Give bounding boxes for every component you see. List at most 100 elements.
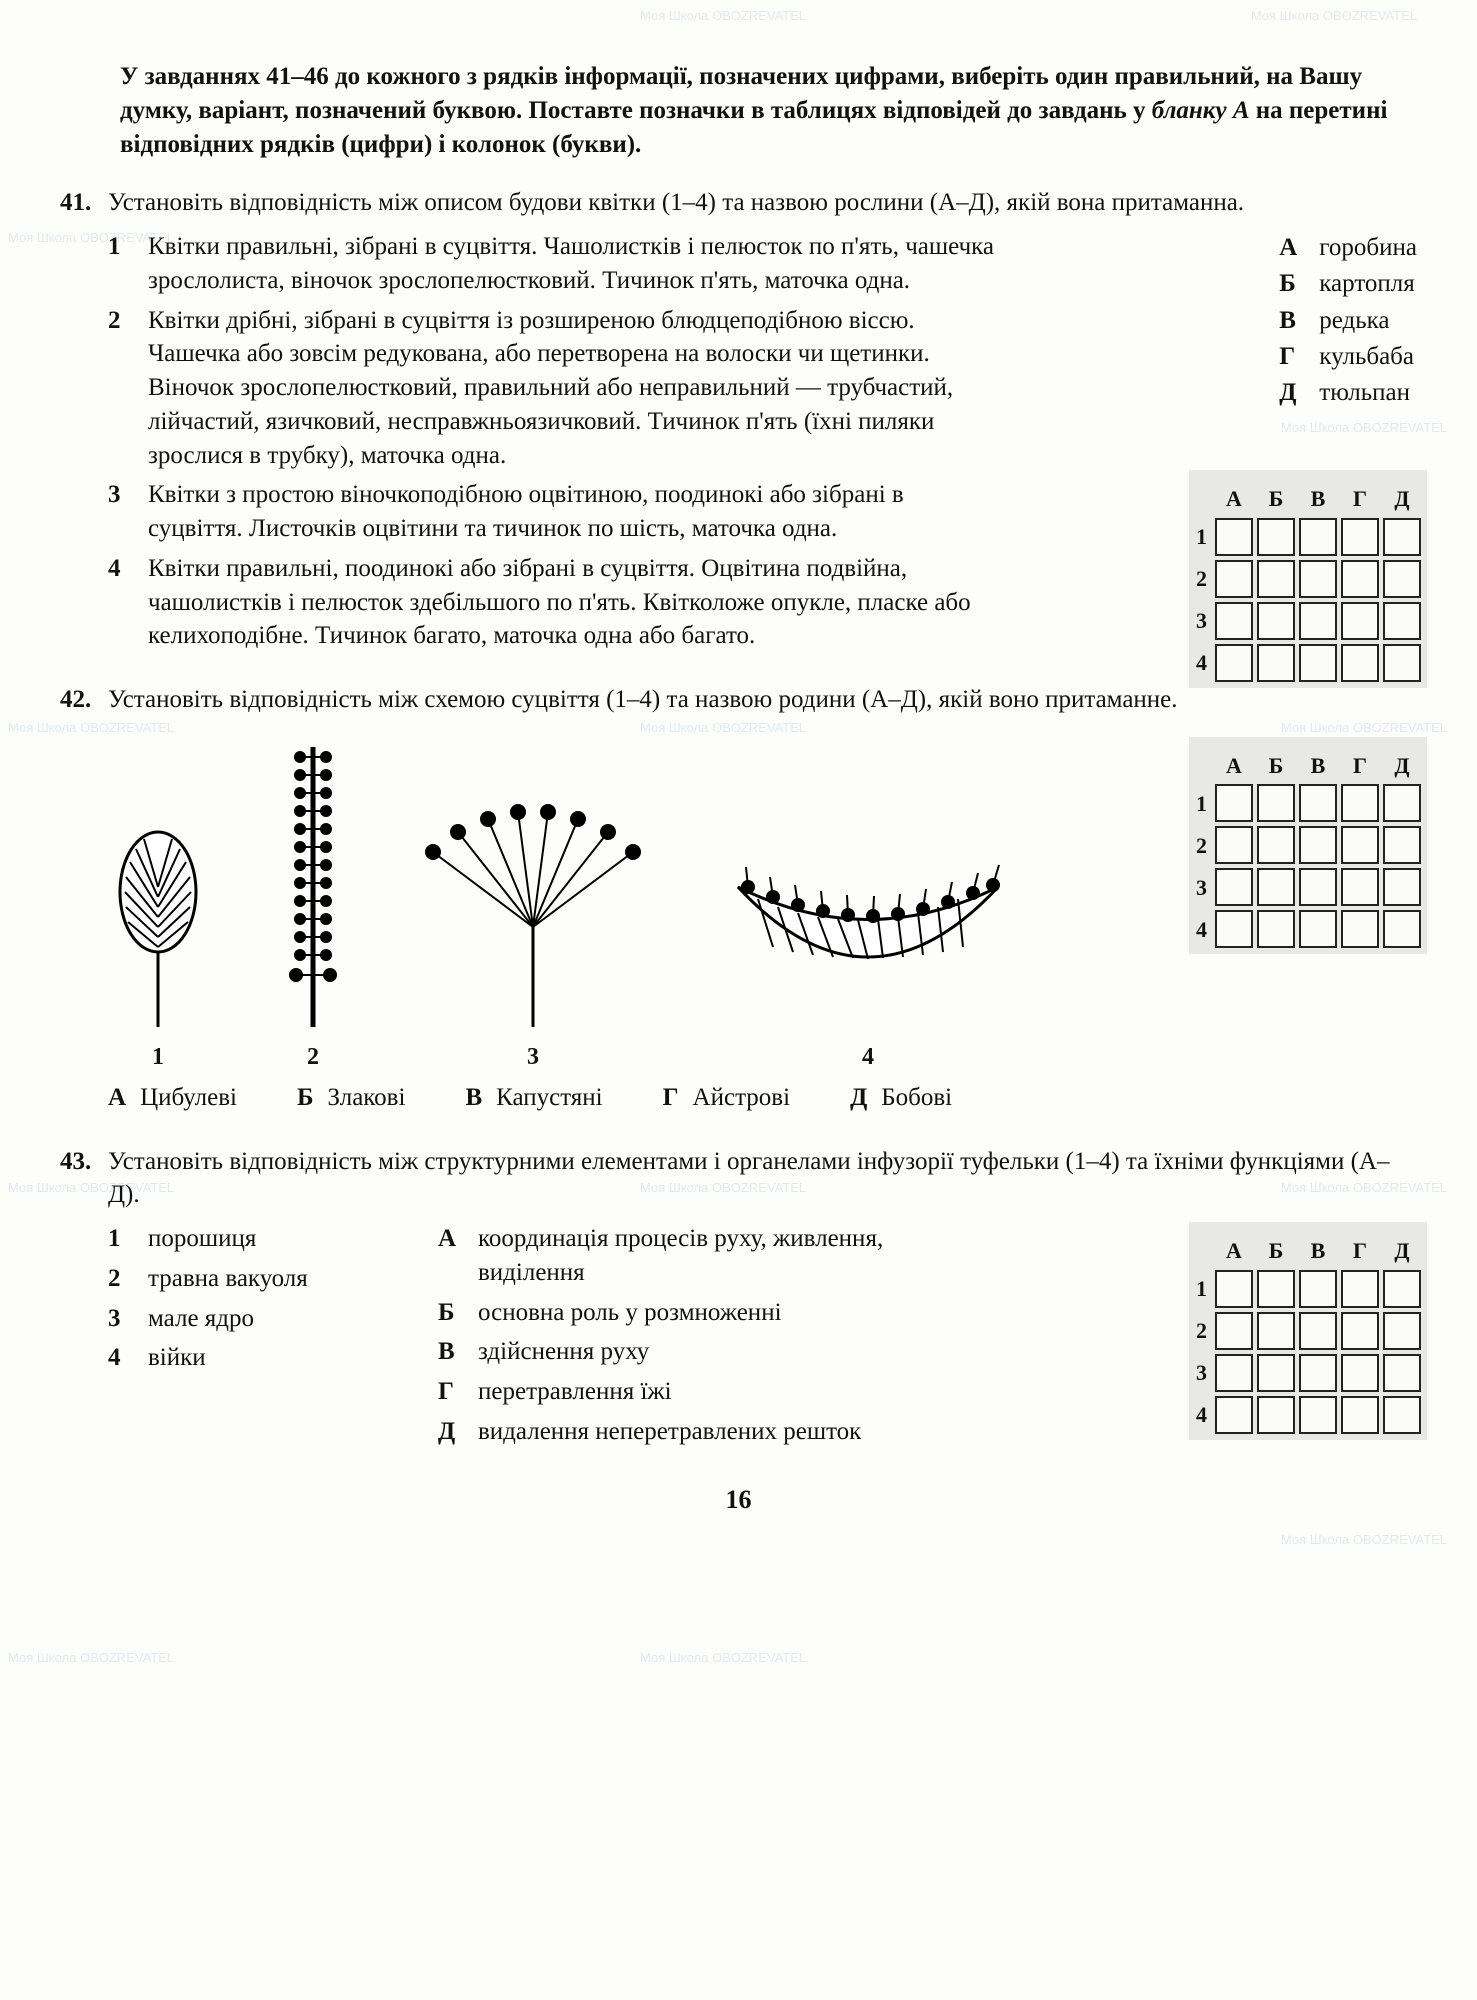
answer-box[interactable] xyxy=(1257,1270,1295,1308)
figure-2: 2 xyxy=(278,727,348,1073)
option: Гкульбаба xyxy=(1279,339,1417,375)
answer-box[interactable] xyxy=(1215,1312,1253,1350)
option: АЦибулеві xyxy=(108,1081,237,1115)
answer-box[interactable] xyxy=(1341,826,1379,864)
item-number: 2 xyxy=(108,1262,121,1296)
answer-box[interactable] xyxy=(1383,1354,1421,1392)
answer-box[interactable] xyxy=(1299,868,1337,906)
answer-box[interactable] xyxy=(1383,518,1421,556)
answer-box[interactable] xyxy=(1299,560,1337,598)
answer-box[interactable] xyxy=(1383,560,1421,598)
answer-box[interactable] xyxy=(1341,644,1379,682)
option: Вздійснення руху xyxy=(438,1335,958,1369)
figure-caption: 1 xyxy=(108,1041,208,1073)
answer-box[interactable] xyxy=(1341,518,1379,556)
answer-box[interactable] xyxy=(1257,1354,1295,1392)
answer-grid: АБВГД 1 2 3 4 xyxy=(1191,747,1425,953)
option-text: координація процесів руху, живлення, вид… xyxy=(478,1225,883,1286)
answer-box[interactable] xyxy=(1257,826,1295,864)
option: Бкартопля xyxy=(1279,266,1417,302)
answer-box[interactable] xyxy=(1257,868,1295,906)
answer-box[interactable] xyxy=(1257,518,1295,556)
answer-box[interactable] xyxy=(1215,826,1253,864)
answer-box[interactable] xyxy=(1383,1312,1421,1350)
answer-box[interactable] xyxy=(1341,1270,1379,1308)
answer-box[interactable] xyxy=(1215,1354,1253,1392)
answer-box[interactable] xyxy=(1383,602,1421,640)
option-text: Бобові xyxy=(881,1084,952,1111)
list-item: 2 травна вакуоля xyxy=(108,1262,438,1296)
grid-row: 3 xyxy=(1195,868,1211,906)
answer-box[interactable] xyxy=(1383,868,1421,906)
answer-box[interactable] xyxy=(1341,784,1379,822)
option-text: основна роль у розмноженні xyxy=(478,1299,782,1326)
answer-box[interactable] xyxy=(1257,602,1295,640)
answer-box[interactable] xyxy=(1257,560,1295,598)
answer-box[interactable] xyxy=(1257,1312,1295,1350)
answer-box[interactable] xyxy=(1215,868,1253,906)
answer-box[interactable] xyxy=(1299,826,1337,864)
answer-box[interactable] xyxy=(1341,1354,1379,1392)
answer-box[interactable] xyxy=(1383,784,1421,822)
option-letter: А xyxy=(438,1222,456,1256)
answer-box[interactable] xyxy=(1215,644,1253,682)
answer-box[interactable] xyxy=(1383,910,1421,948)
list-item: 2Квітки дрібні, зібрані в суцвіття із ро… xyxy=(108,304,998,473)
answer-box[interactable] xyxy=(1383,826,1421,864)
question-number: 42. xyxy=(60,683,91,717)
answer-box[interactable] xyxy=(1215,910,1253,948)
answer-box[interactable] xyxy=(1299,518,1337,556)
watermark: Моя Школа OBOZREVATEL xyxy=(1251,8,1417,23)
answer-box[interactable] xyxy=(1257,910,1295,948)
item-text: мале ядро xyxy=(148,1305,254,1332)
watermark: Моя Школа OBOZREVATEL xyxy=(640,8,806,23)
answer-box[interactable] xyxy=(1299,910,1337,948)
answer-box[interactable] xyxy=(1299,644,1337,682)
item-number: 3 xyxy=(108,478,121,512)
answer-box[interactable] xyxy=(1383,644,1421,682)
grid-row: 2 xyxy=(1195,826,1211,864)
answer-box[interactable] xyxy=(1383,1270,1421,1308)
item-number: 1 xyxy=(108,230,121,264)
option-letter: Г xyxy=(438,1375,454,1409)
list-item: 1порошиця xyxy=(108,1222,438,1256)
answer-box[interactable] xyxy=(1341,910,1379,948)
grid-col: Г xyxy=(1341,1236,1379,1266)
question-41: 41. Установіть відповідність між описом … xyxy=(60,186,1417,653)
answer-box[interactable] xyxy=(1215,1396,1253,1434)
answer-box[interactable] xyxy=(1299,784,1337,822)
item-text: травна вакуоля xyxy=(148,1265,308,1292)
answer-box[interactable] xyxy=(1215,602,1253,640)
answer-box[interactable] xyxy=(1215,1270,1253,1308)
grid-col: Д xyxy=(1383,1236,1421,1266)
item-text: Квітки з простою віночкоподібною оцвітин… xyxy=(148,481,904,542)
answer-box[interactable] xyxy=(1299,1312,1337,1350)
option-letter: В xyxy=(465,1084,482,1111)
item-text: порошиця xyxy=(148,1225,256,1252)
answer-box[interactable] xyxy=(1383,1396,1421,1434)
grid-col: Б xyxy=(1257,484,1295,514)
answer-box[interactable] xyxy=(1299,602,1337,640)
option: Дтюльпан xyxy=(1279,375,1417,411)
option-text: тюльпан xyxy=(1319,375,1410,411)
answer-box[interactable] xyxy=(1299,1396,1337,1434)
grid-col: Б xyxy=(1257,1236,1295,1266)
answer-box[interactable] xyxy=(1257,644,1295,682)
option-letter: Г xyxy=(663,1084,679,1111)
answer-box[interactable] xyxy=(1257,784,1295,822)
answer-box[interactable] xyxy=(1215,560,1253,598)
answer-box[interactable] xyxy=(1341,868,1379,906)
list-item: 3 Квітки з простою віночкоподібною оцвіти… xyxy=(108,478,998,546)
option-text: Капустяні xyxy=(496,1084,603,1111)
answer-box[interactable] xyxy=(1341,1312,1379,1350)
answer-box[interactable] xyxy=(1299,1270,1337,1308)
option-letter: В xyxy=(438,1335,455,1369)
answer-box[interactable] xyxy=(1215,518,1253,556)
answer-box[interactable] xyxy=(1341,1396,1379,1434)
answer-box[interactable] xyxy=(1341,602,1379,640)
answer-box[interactable] xyxy=(1257,1396,1295,1434)
answer-box[interactable] xyxy=(1341,560,1379,598)
item-number: 2 xyxy=(108,304,121,338)
answer-box[interactable] xyxy=(1299,1354,1337,1392)
answer-box[interactable] xyxy=(1215,784,1253,822)
